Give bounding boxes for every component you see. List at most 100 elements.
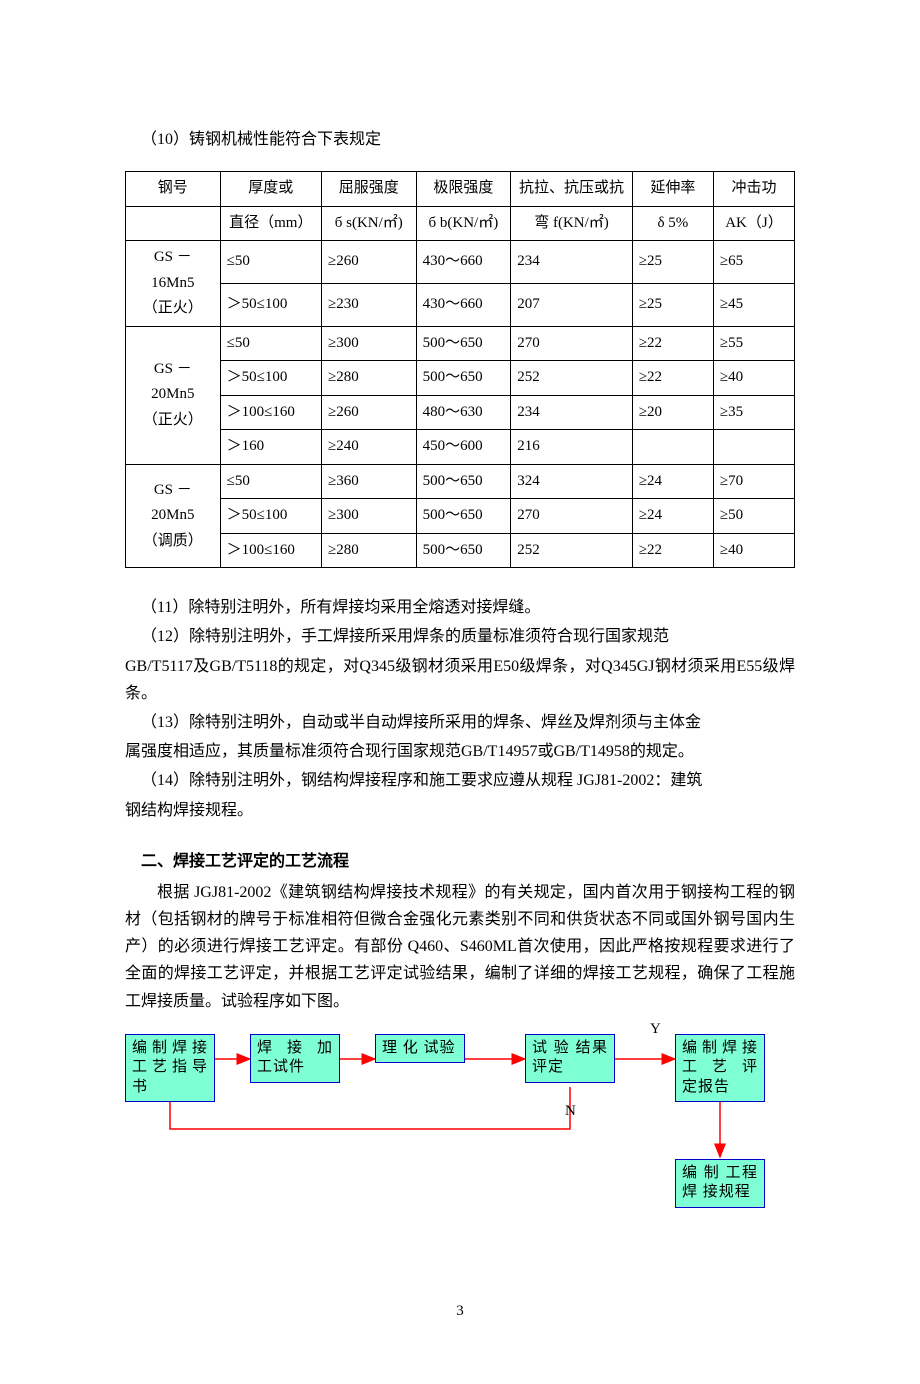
cell-ak: ≥70 — [713, 464, 794, 499]
cell-elong: ≥22 — [632, 361, 713, 396]
cell-ult: 500～650 — [416, 326, 511, 361]
col-header-yield-l1: 屈服强度 — [321, 172, 416, 207]
cell-thick: ≤50 — [220, 241, 321, 284]
table-row: GS － 20Mn5（正火）≤50≥300500～650270≥22≥55 — [126, 326, 795, 361]
col-header-f-l2: 弯 f(KN/㎡) — [511, 206, 633, 241]
col-header-ult-l1: 极限强度 — [416, 172, 511, 207]
col-header-ult-l2: б b(KN/㎡) — [416, 206, 511, 241]
cell-elong: ≥22 — [632, 326, 713, 361]
flowchart: 编制焊接工艺指导书 焊 接 加 工试件 理 化 试验 试 验 结果评定 编制焊接… — [125, 1029, 785, 1249]
cell-thick: ＞50≤100 — [220, 361, 321, 396]
cell-thick: ＞100≤160 — [220, 533, 321, 568]
cell-ak — [713, 430, 794, 465]
col-header-elong-l1: 延伸率 — [632, 172, 713, 207]
cell-yield: ≥280 — [321, 533, 416, 568]
cell-f: 252 — [511, 533, 633, 568]
col-header-f-l1: 抗拉、抗压或抗 — [511, 172, 633, 207]
cell-thick: ＞50≤100 — [220, 283, 321, 326]
cell-yield: ≥300 — [321, 499, 416, 534]
cell-ak: ≥35 — [713, 395, 794, 430]
cell-ult: 500～650 — [416, 499, 511, 534]
col-header-steel-l1: 钢号 — [126, 172, 221, 207]
heading-10: （10）铸钢机械性能符合下表规定 — [125, 126, 795, 153]
table-header-row-1: 钢号 厚度或 屈服强度 极限强度 抗拉、抗压或抗 延伸率 冲击功 — [126, 172, 795, 207]
cell-yield: ≥260 — [321, 241, 416, 284]
col-header-yield-l2: б s(KN/㎡) — [321, 206, 416, 241]
col-header-ak-l1: 冲击功 — [713, 172, 794, 207]
cell-elong — [632, 430, 713, 465]
cell-ult: 480～630 — [416, 395, 511, 430]
paragraph-14a: （14）除特别注明外，钢结构焊接程序和施工要求应遵从规程 JGJ81-2002：… — [125, 767, 795, 794]
steel-grade-cell: GS － 20Mn5（正火） — [126, 326, 221, 464]
flow-box-5: 编制焊接工 艺 评 定报告 — [675, 1034, 765, 1103]
cell-thick: ＞50≤100 — [220, 499, 321, 534]
table-row: GS － 16Mn5（正火）≤50≥260430～660234≥25≥65 — [126, 241, 795, 284]
paragraph-13a: （13）除特别注明外，自动或半自动焊接所采用的焊条、焊丝及焊剂须与主体金 — [125, 709, 795, 736]
flow-box-2: 焊 接 加 工试件 — [250, 1034, 340, 1083]
flow-label-y: Y — [650, 1017, 661, 1043]
steel-grade-cell: GS － 16Mn5（正火） — [126, 241, 221, 327]
flow-box-4: 试 验 结果评定 — [525, 1034, 615, 1083]
cell-ak: ≥40 — [713, 533, 794, 568]
col-header-thick-l1: 厚度或 — [220, 172, 321, 207]
paragraph-14b: 钢结构焊接规程。 — [125, 797, 795, 824]
table-row: ＞100≤160≥260480～630234≥20≥35 — [126, 395, 795, 430]
cell-elong: ≥20 — [632, 395, 713, 430]
steel-grade-cell: GS － 20Mn5（调质） — [126, 464, 221, 568]
cell-ak: ≥45 — [713, 283, 794, 326]
cell-f: 270 — [511, 326, 633, 361]
table-row: ＞50≤100≥230430～660207≥25≥45 — [126, 283, 795, 326]
cell-yield: ≥280 — [321, 361, 416, 396]
col-header-thick-l2: 直径（mm） — [220, 206, 321, 241]
cell-ult: 430～660 — [416, 241, 511, 284]
cell-ak: ≥55 — [713, 326, 794, 361]
cell-yield: ≥260 — [321, 395, 416, 430]
table-row: ＞160≥240450～600216 — [126, 430, 795, 465]
cell-ak: ≥65 — [713, 241, 794, 284]
cell-f: 270 — [511, 499, 633, 534]
cell-yield: ≥230 — [321, 283, 416, 326]
col-header-elong-l2: δ 5% — [632, 206, 713, 241]
cell-ak: ≥40 — [713, 361, 794, 396]
paragraph-11: （11）除特别注明外，所有焊接均采用全熔透对接焊缝。 — [125, 594, 795, 621]
table-row: ＞50≤100≥280500～650252≥22≥40 — [126, 361, 795, 396]
cell-thick: ≤50 — [220, 326, 321, 361]
page: （10）铸钢机械性能符合下表规定 钢号 厚度或 屈服强度 极限强度 抗拉、抗压或… — [0, 0, 920, 1384]
cell-ult: 430～660 — [416, 283, 511, 326]
cell-yield: ≥300 — [321, 326, 416, 361]
cell-f: 234 — [511, 395, 633, 430]
flow-box-3: 理 化 试验 — [375, 1034, 465, 1064]
cell-yield: ≥240 — [321, 430, 416, 465]
cell-f: 207 — [511, 283, 633, 326]
cell-elong: ≥25 — [632, 241, 713, 284]
cell-ult: 500～650 — [416, 533, 511, 568]
cell-elong: ≥22 — [632, 533, 713, 568]
paragraph-12a: （12）除特别注明外，手工焊接所采用焊条的质量标准须符合现行国家规范 — [125, 623, 795, 650]
paragraph-13b: 属强度相适应，其质量标准须符合现行国家规范GB/T14957或GB/T14958… — [125, 738, 795, 765]
table-row: ＞100≤160≥280500～650252≥22≥40 — [126, 533, 795, 568]
cell-ult: 500～650 — [416, 464, 511, 499]
cell-elong: ≥24 — [632, 464, 713, 499]
cell-f: 234 — [511, 241, 633, 284]
col-header-steel-l2 — [126, 206, 221, 241]
cell-ult: 500～650 — [416, 361, 511, 396]
cell-yield: ≥360 — [321, 464, 416, 499]
flow-box-6: 编 制 工程 焊 接规程 — [675, 1159, 765, 1208]
page-number: 3 — [125, 1299, 795, 1325]
section-2-title: 二、焊接工艺评定的工艺流程 — [125, 848, 795, 875]
cell-f: 324 — [511, 464, 633, 499]
cell-ult: 450～600 — [416, 430, 511, 465]
steel-properties-table: 钢号 厚度或 屈服强度 极限强度 抗拉、抗压或抗 延伸率 冲击功 直径（mm） … — [125, 171, 795, 568]
section-2-body: 根据 JGJ81-2002《建筑钢结构焊接技术规程》的有关规定，国内首次用于钢接… — [125, 879, 795, 1015]
table-row: GS － 20Mn5（调质）≤50≥360500～650324≥24≥70 — [126, 464, 795, 499]
flow-label-n: N — [565, 1099, 576, 1125]
cell-thick: ＞160 — [220, 430, 321, 465]
cell-ak: ≥50 — [713, 499, 794, 534]
paragraph-12b: GB/T5117及GB/T5118的规定，对Q345级钢材须采用E50级焊条，对… — [125, 653, 795, 707]
cell-f: 252 — [511, 361, 633, 396]
cell-elong: ≥25 — [632, 283, 713, 326]
table-header-row-2: 直径（mm） б s(KN/㎡) б b(KN/㎡) 弯 f(KN/㎡) δ 5… — [126, 206, 795, 241]
cell-thick: ≤50 — [220, 464, 321, 499]
cell-thick: ＞100≤160 — [220, 395, 321, 430]
col-header-ak-l2: AK（J） — [713, 206, 794, 241]
